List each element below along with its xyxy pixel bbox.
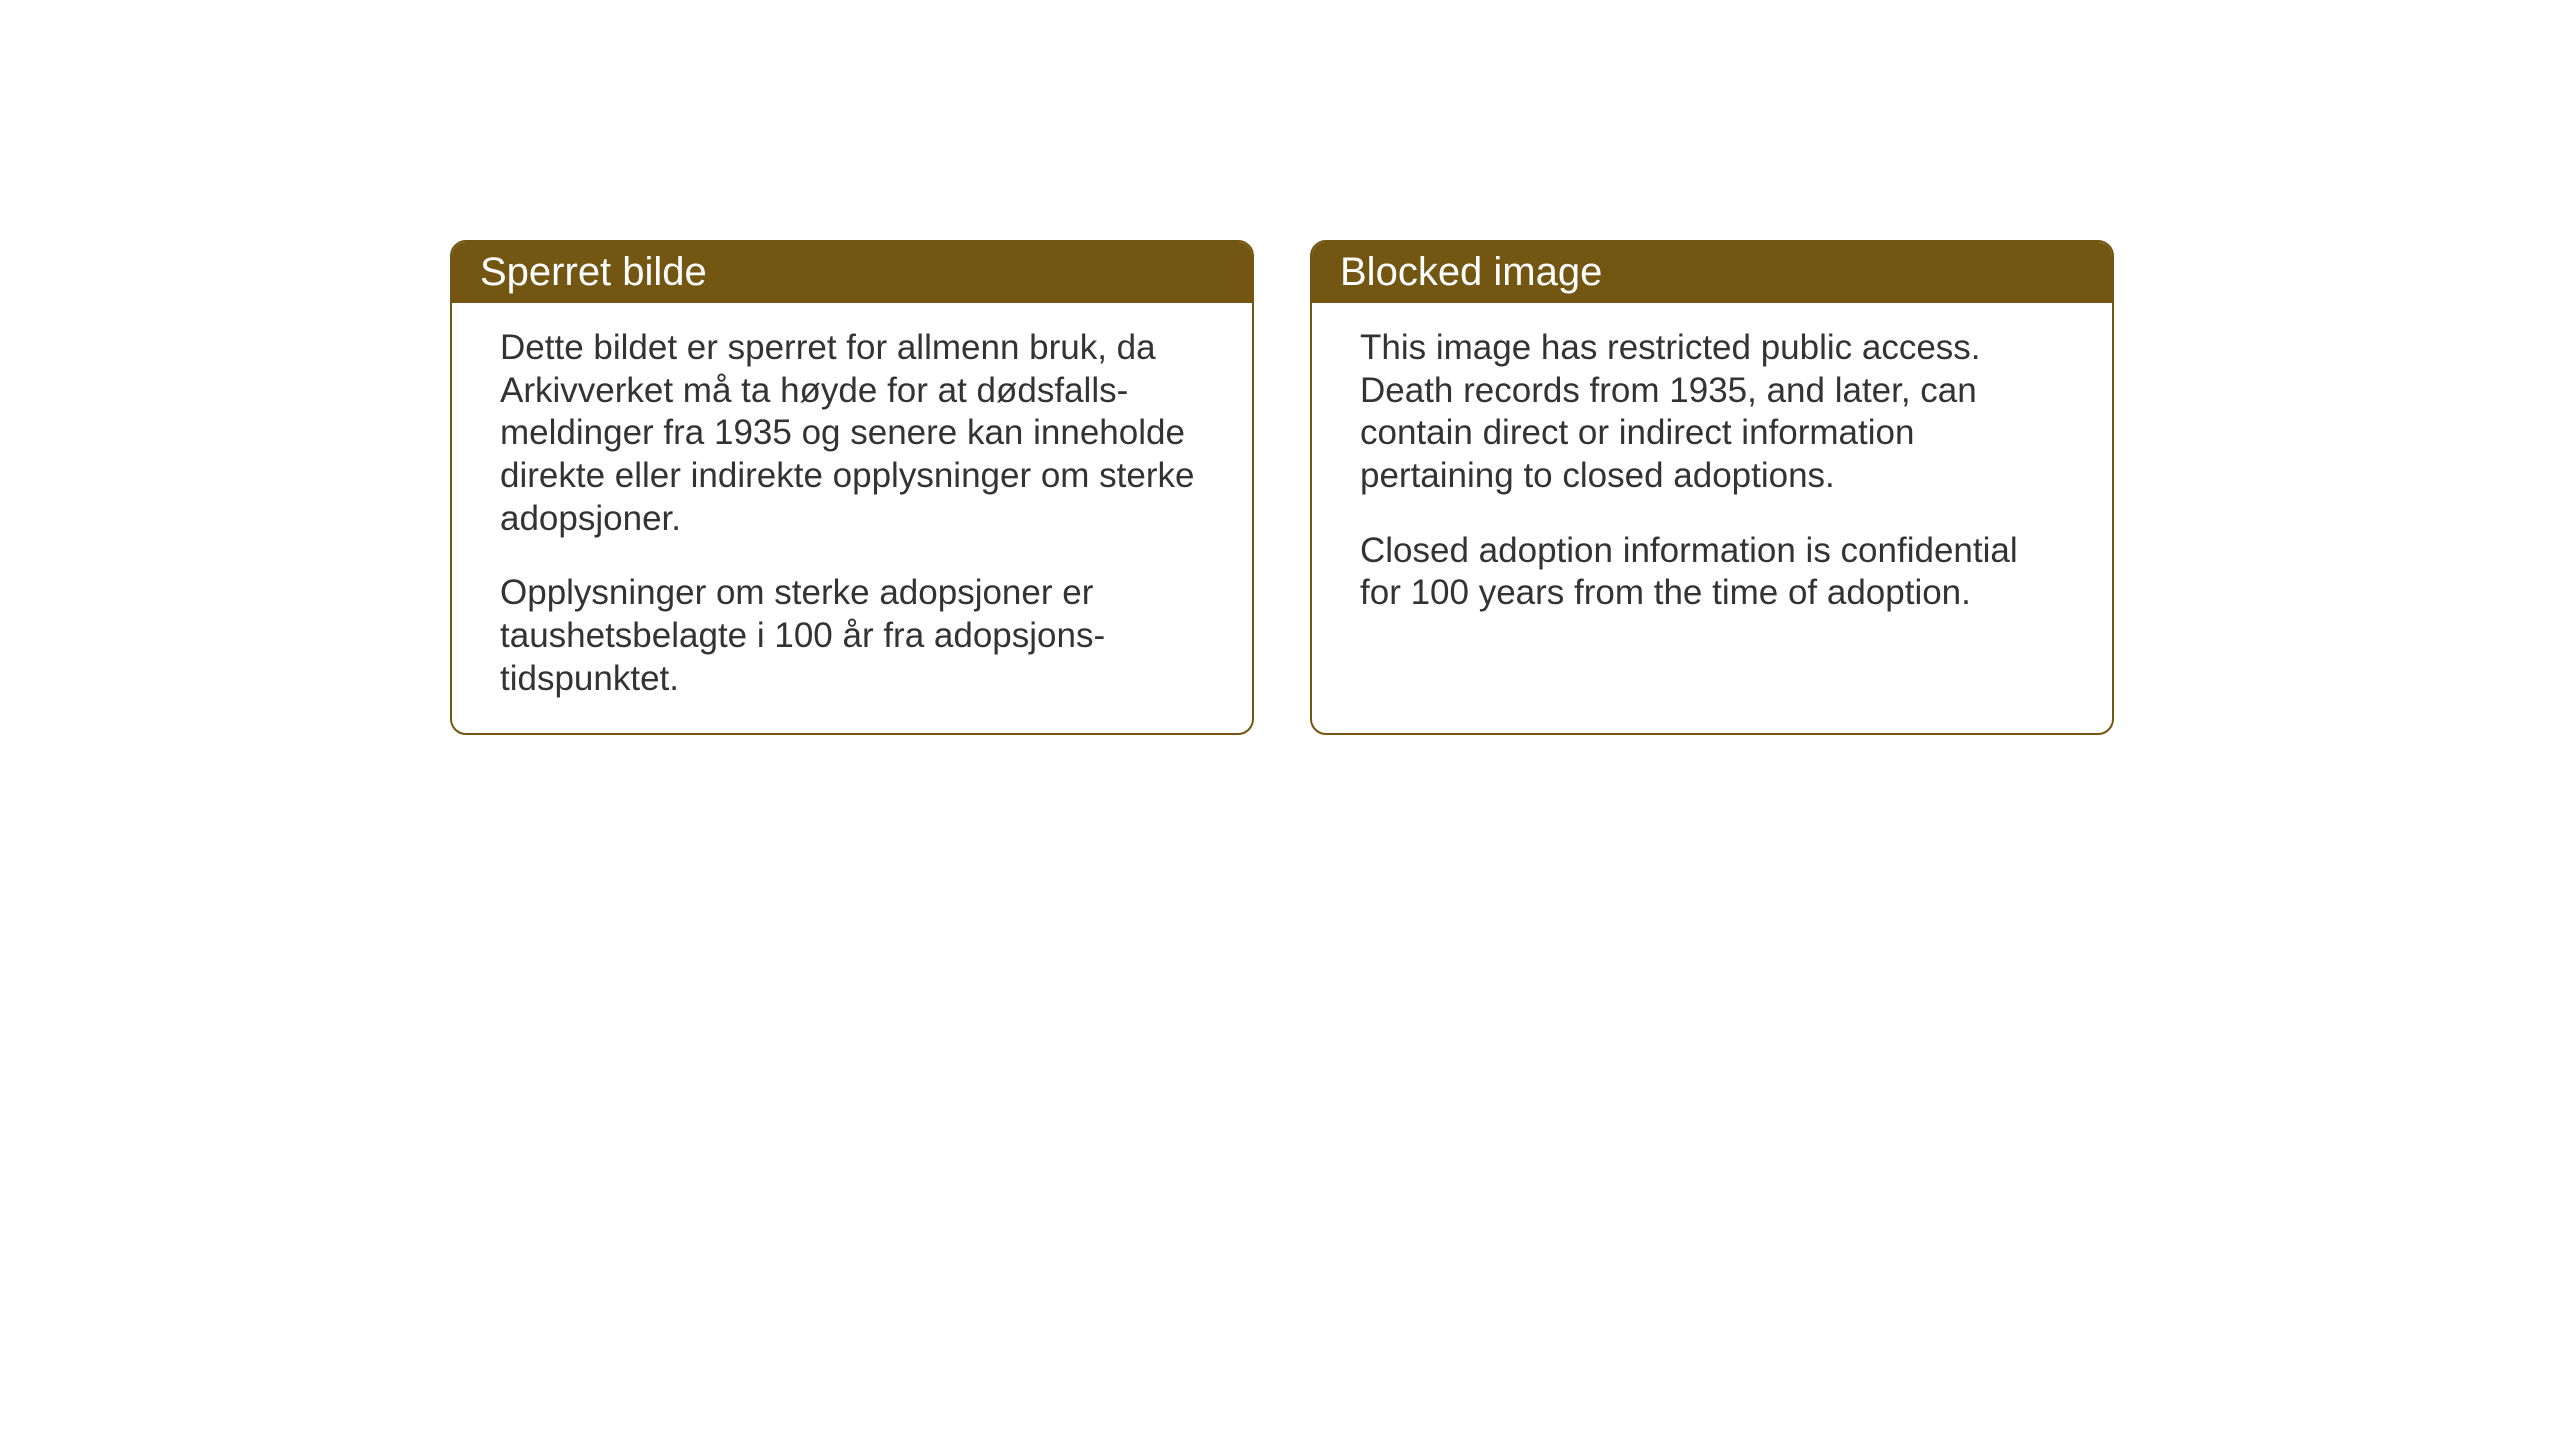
english-card: Blocked image This image has restricted … — [1310, 240, 2114, 735]
cards-container: Sperret bilde Dette bildet er sperret fo… — [450, 240, 2114, 735]
norwegian-card-body: Dette bildet er sperret for allmenn bruk… — [452, 303, 1252, 733]
norwegian-card: Sperret bilde Dette bildet er sperret fo… — [450, 240, 1254, 735]
norwegian-paragraph-2: Opplysninger om sterke adopsjoner er tau… — [500, 572, 1204, 700]
norwegian-paragraph-1: Dette bildet er sperret for allmenn bruk… — [500, 327, 1204, 540]
english-paragraph-1: This image has restricted public access.… — [1360, 327, 2064, 498]
english-card-body: This image has restricted public access.… — [1312, 303, 2112, 647]
english-paragraph-2: Closed adoption information is confident… — [1360, 530, 2064, 615]
english-card-header: Blocked image — [1312, 242, 2112, 303]
norwegian-card-header: Sperret bilde — [452, 242, 1252, 303]
